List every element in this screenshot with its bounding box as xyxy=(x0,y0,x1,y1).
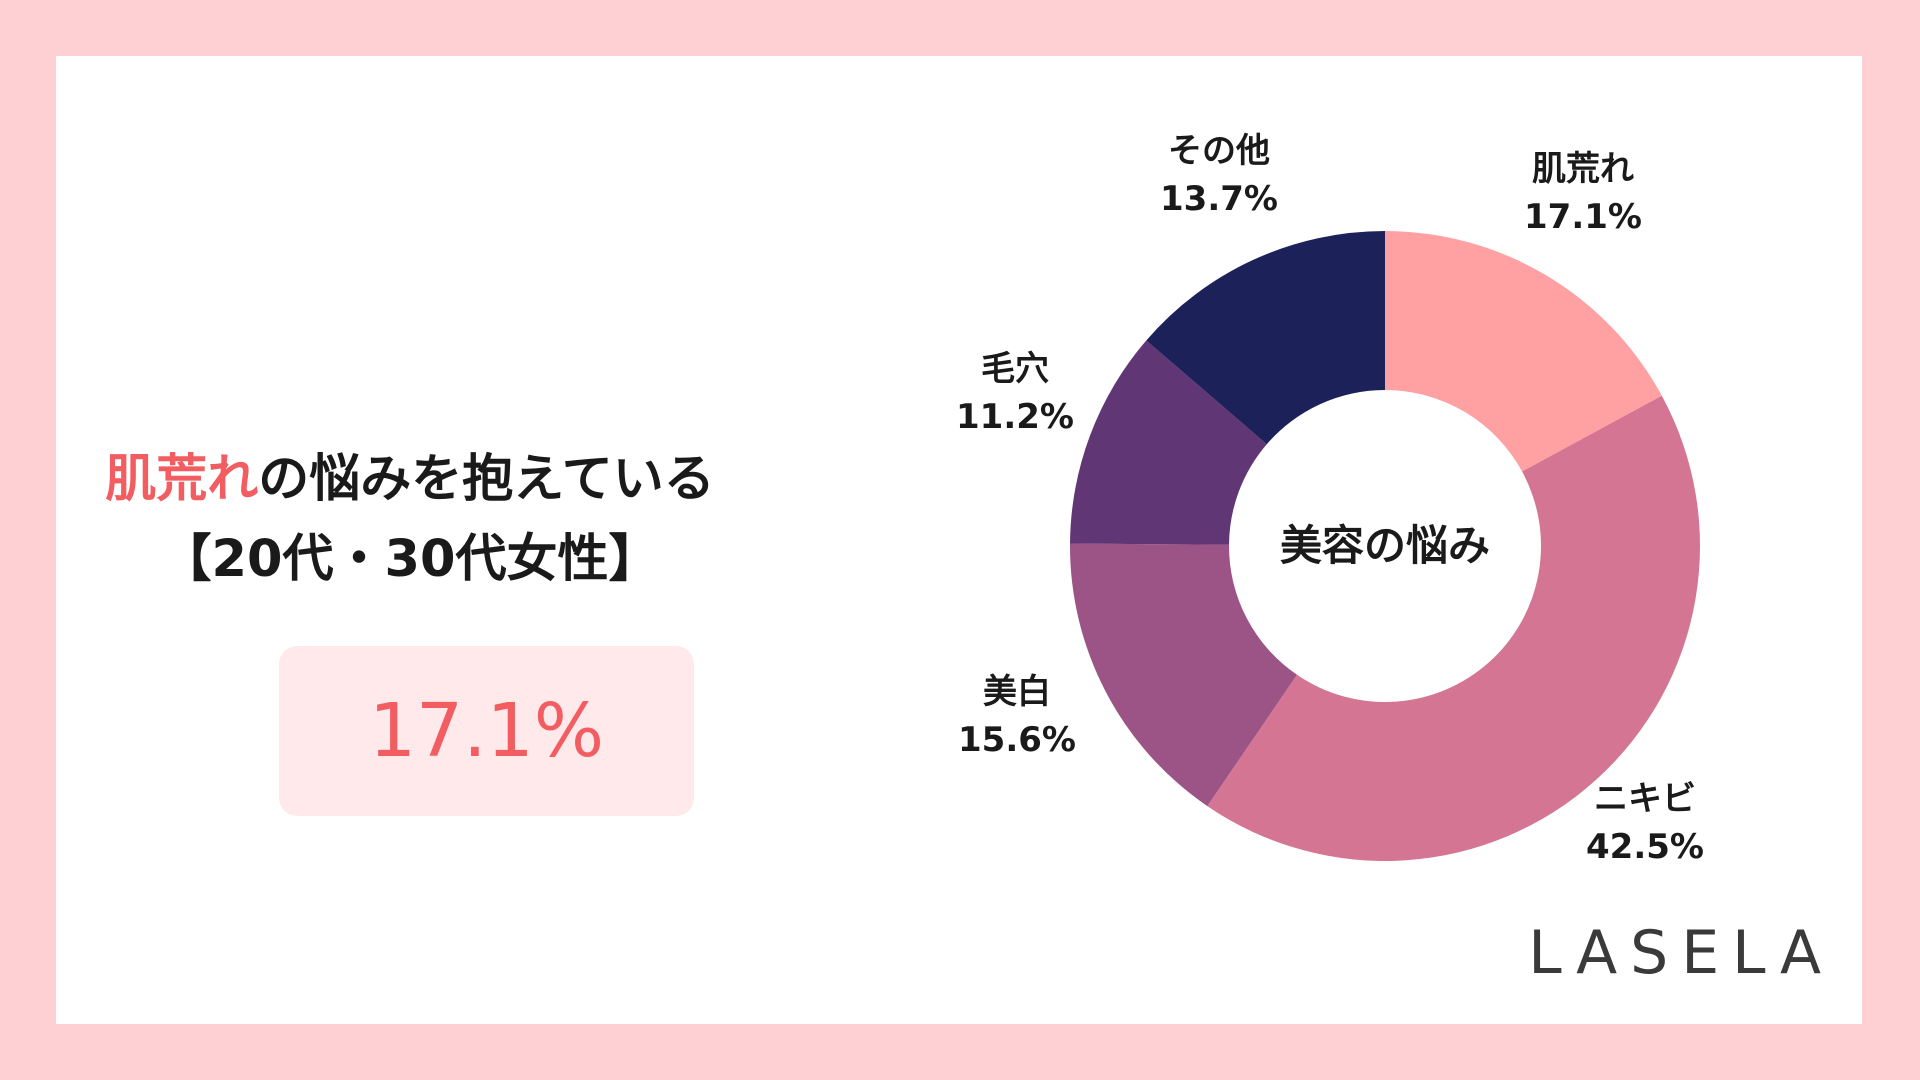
headline-highlight: 肌荒れ xyxy=(105,450,259,509)
donut-slice-hadaare xyxy=(1385,231,1662,472)
donut-slice-keana xyxy=(1070,340,1267,545)
slice-value-keana: 11.2% xyxy=(956,397,1074,437)
slice-value-sonota: 13.7% xyxy=(1160,179,1278,219)
headline: 肌荒れの悩みを抱えている 【20代・30代女性】 xyxy=(60,440,760,600)
headline-line-2: 【20代・30代女性】 xyxy=(160,530,660,589)
slice-label-bihaku: 美白 xyxy=(983,672,1051,712)
slice-value-nikibi: 42.5% xyxy=(1586,827,1704,867)
stat-value: 17.1% xyxy=(368,688,605,774)
slice-value-hadaare: 17.1% xyxy=(1524,197,1642,237)
stat-box: 17.1% xyxy=(279,646,694,816)
donut-center-label: 美容の悩み xyxy=(1280,521,1490,570)
slice-label-nikibi: ニキビ xyxy=(1594,779,1696,819)
slice-label-sonota: その他 xyxy=(1168,131,1270,171)
donut-slice-bihaku xyxy=(1069,543,1297,807)
donut-slice-sonota xyxy=(1146,231,1385,445)
donut-slice-nikibi xyxy=(1207,395,1701,861)
headline-rest: の悩みを抱えている xyxy=(258,450,715,509)
slice-label-keana: 毛穴 xyxy=(981,349,1049,389)
lasela-logo: LASELA xyxy=(1528,918,1834,988)
slice-label-hadaare: 肌荒れ xyxy=(1532,149,1634,189)
headline-line-1: 肌荒れの悩みを抱えている xyxy=(60,440,760,520)
slice-value-bihaku: 15.6% xyxy=(958,720,1076,760)
